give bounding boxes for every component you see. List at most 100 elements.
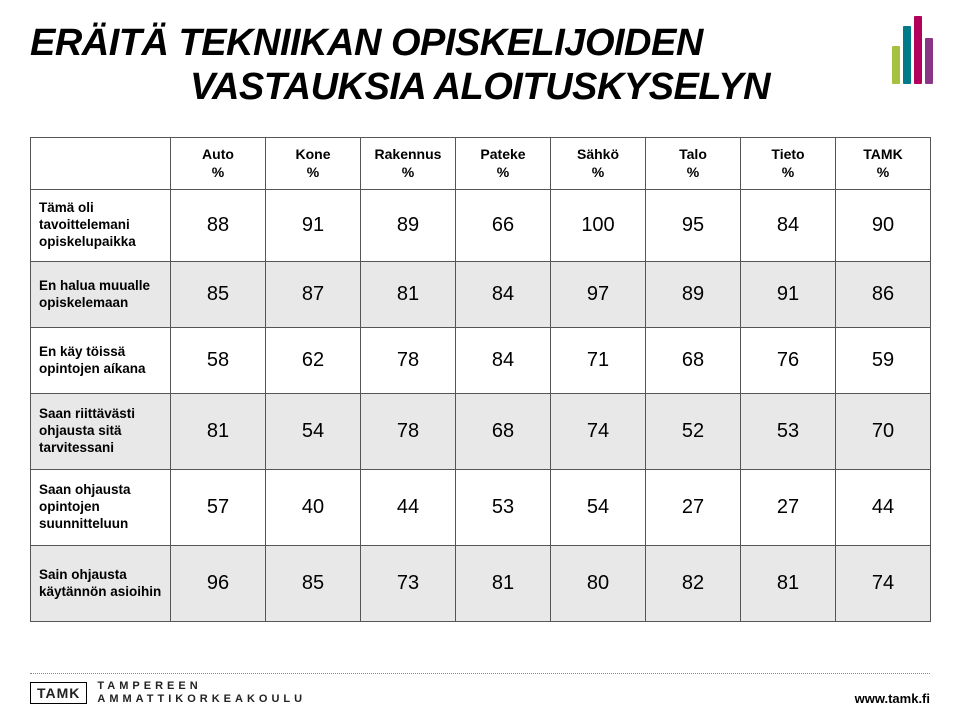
footer-logo-box: TAMK bbox=[30, 682, 87, 704]
table-cell: 58 bbox=[171, 328, 266, 394]
table-cell: 44 bbox=[361, 470, 456, 546]
col-header-unit: % bbox=[179, 164, 257, 182]
table-cell: 70 bbox=[836, 394, 931, 470]
row-header: Saan ohjausta opintojen suunnitteluun bbox=[31, 470, 171, 546]
row-header: Tämä oli tavoittelemani opiskelupaikka bbox=[31, 190, 171, 262]
col-header-label: Rakennus bbox=[369, 146, 447, 164]
logo-bar-4 bbox=[925, 38, 933, 84]
table-cell: 27 bbox=[741, 470, 836, 546]
footer-url: www.tamk.fi bbox=[855, 691, 930, 706]
col-header-unit: % bbox=[844, 164, 922, 182]
title-line-2: VASTAUKSIA ALOITUSKYSELYN bbox=[30, 66, 930, 110]
table-row: Saan riittävästi ohjausta sitä tarvitess… bbox=[31, 394, 931, 470]
table-cell: 54 bbox=[266, 394, 361, 470]
table-cell: 66 bbox=[456, 190, 551, 262]
table-cell: 68 bbox=[456, 394, 551, 470]
table-cell: 74 bbox=[551, 394, 646, 470]
table-cell: 40 bbox=[266, 470, 361, 546]
table-cell: 86 bbox=[836, 262, 931, 328]
row-header: Sain ohjausta käytännön asioihin bbox=[31, 546, 171, 622]
col-header-label: Sähkö bbox=[559, 146, 637, 164]
table-cell: 53 bbox=[456, 470, 551, 546]
footer-org-line2: AMMATTIKORKEAKOULU bbox=[97, 693, 306, 706]
table-cell: 91 bbox=[741, 262, 836, 328]
table-cell: 71 bbox=[551, 328, 646, 394]
slide-root: ERÄITÄ TEKNIIKAN OPISKELIJOIDEN VASTAUKS… bbox=[0, 0, 960, 720]
table-cell: 73 bbox=[361, 546, 456, 622]
table-row: Tämä oli tavoittelemani opiskelupaikka88… bbox=[31, 190, 931, 262]
footer-left: TAMK TAMPEREEN AMMATTIKORKEAKOULU bbox=[30, 680, 306, 706]
row-header: En käy töissä opintojen aíkana bbox=[31, 328, 171, 394]
table-header-row: Auto%Kone%Rakennus%Pateke%Sähkö%Talo%Tie… bbox=[31, 138, 931, 190]
table-cell: 78 bbox=[361, 394, 456, 470]
title-line-1: ERÄITÄ TEKNIIKAN OPISKELIJOIDEN bbox=[30, 22, 930, 66]
table-cell: 80 bbox=[551, 546, 646, 622]
table-cell: 90 bbox=[836, 190, 931, 262]
footer-inner: TAMK TAMPEREEN AMMATTIKORKEAKOULU www.ta… bbox=[30, 680, 930, 706]
col-header-label: Auto bbox=[179, 146, 257, 164]
table-cell: 76 bbox=[741, 328, 836, 394]
table-cell: 89 bbox=[646, 262, 741, 328]
table-row: En käy töissä opintojen aíkana5862788471… bbox=[31, 328, 931, 394]
col-header-unit: % bbox=[654, 164, 732, 182]
table-cell: 81 bbox=[741, 546, 836, 622]
data-table: Auto%Kone%Rakennus%Pateke%Sähkö%Talo%Tie… bbox=[30, 137, 931, 622]
logo-bar-3 bbox=[914, 16, 922, 84]
table-cell: 85 bbox=[171, 262, 266, 328]
table-cell: 89 bbox=[361, 190, 456, 262]
table-cell: 44 bbox=[836, 470, 931, 546]
row-header: Saan riittävästi ohjausta sitä tarvitess… bbox=[31, 394, 171, 470]
table-cell: 91 bbox=[266, 190, 361, 262]
col-header-label: Kone bbox=[274, 146, 352, 164]
table-cell: 87 bbox=[266, 262, 361, 328]
table-row: En halua muualle opiskelemaan85878184978… bbox=[31, 262, 931, 328]
table-head: Auto%Kone%Rakennus%Pateke%Sähkö%Talo%Tie… bbox=[31, 138, 931, 190]
table-cell: 81 bbox=[361, 262, 456, 328]
table-cell: 74 bbox=[836, 546, 931, 622]
table-cell: 54 bbox=[551, 470, 646, 546]
table-cell: 82 bbox=[646, 546, 741, 622]
table-cell: 97 bbox=[551, 262, 646, 328]
table-cell: 81 bbox=[171, 394, 266, 470]
logo-bar-1 bbox=[892, 46, 900, 84]
table-cell: 81 bbox=[456, 546, 551, 622]
col-header-unit: % bbox=[274, 164, 352, 182]
col-header: Rakennus% bbox=[361, 138, 456, 190]
table-cell: 27 bbox=[646, 470, 741, 546]
table-cell: 84 bbox=[741, 190, 836, 262]
row-header: En halua muualle opiskelemaan bbox=[31, 262, 171, 328]
table-cell: 100 bbox=[551, 190, 646, 262]
table-cell: 84 bbox=[456, 328, 551, 394]
col-header-unit: % bbox=[559, 164, 637, 182]
col-header-unit: % bbox=[749, 164, 827, 182]
table-cell: 57 bbox=[171, 470, 266, 546]
col-header: Sähkö% bbox=[551, 138, 646, 190]
col-header: Kone% bbox=[266, 138, 361, 190]
table-cell: 84 bbox=[456, 262, 551, 328]
table-cell: 62 bbox=[266, 328, 361, 394]
table-row: Saan ohjausta opintojen suunnitteluun574… bbox=[31, 470, 931, 546]
table-cell: 95 bbox=[646, 190, 741, 262]
col-header-unit: % bbox=[464, 164, 542, 182]
table-cell: 53 bbox=[741, 394, 836, 470]
table-cell: 96 bbox=[171, 546, 266, 622]
col-header-label: TAMK bbox=[844, 146, 922, 164]
col-header: TAMK% bbox=[836, 138, 931, 190]
table-cell: 88 bbox=[171, 190, 266, 262]
col-header-label: Talo bbox=[654, 146, 732, 164]
col-header-unit: % bbox=[369, 164, 447, 182]
logo-bar-2 bbox=[903, 26, 911, 84]
col-header: Talo% bbox=[646, 138, 741, 190]
footer: TAMK TAMPEREEN AMMATTIKORKEAKOULU www.ta… bbox=[0, 673, 960, 706]
footer-org-line1: TAMPEREEN bbox=[97, 680, 306, 693]
table-row: Sain ohjausta käytännön asioihin96857381… bbox=[31, 546, 931, 622]
table-cell: 68 bbox=[646, 328, 741, 394]
data-table-wrap: Auto%Kone%Rakennus%Pateke%Sähkö%Talo%Tie… bbox=[30, 137, 930, 622]
col-header: Tieto% bbox=[741, 138, 836, 190]
table-cell: 85 bbox=[266, 546, 361, 622]
col-header-label: Pateke bbox=[464, 146, 542, 164]
header-empty bbox=[31, 138, 171, 190]
footer-org: TAMPEREEN AMMATTIKORKEAKOULU bbox=[97, 680, 306, 706]
table-cell: 78 bbox=[361, 328, 456, 394]
slide-title: ERÄITÄ TEKNIIKAN OPISKELIJOIDEN VASTAUKS… bbox=[30, 22, 930, 109]
